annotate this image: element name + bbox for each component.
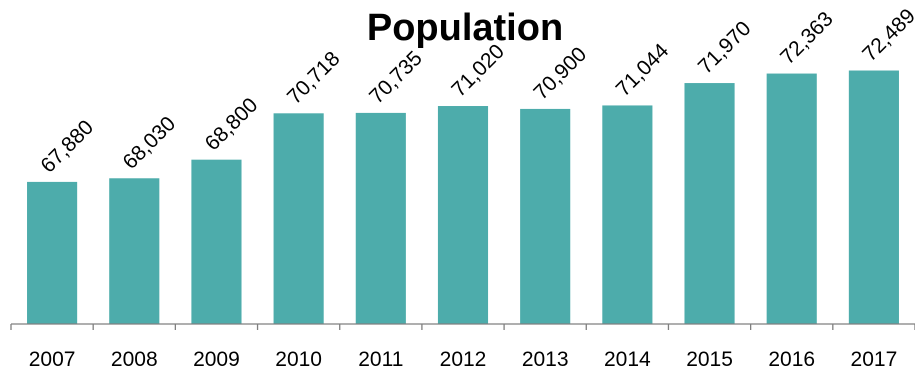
data-label-2011: 70,735 bbox=[365, 47, 427, 109]
data-label-2016: 72,363 bbox=[776, 7, 838, 69]
data-label-2007: 67,880 bbox=[36, 116, 98, 178]
x-tick-label-2015: 2015 bbox=[686, 348, 733, 371]
data-label-2013: 70,900 bbox=[529, 43, 591, 105]
bar-2010 bbox=[273, 113, 324, 324]
bars-group bbox=[27, 70, 899, 325]
x-tick-label-2017: 2017 bbox=[851, 348, 898, 371]
data-label-2009: 68,800 bbox=[201, 94, 263, 156]
chart-title: Population bbox=[367, 7, 563, 49]
bar-2013 bbox=[520, 108, 571, 324]
bar-2017 bbox=[848, 70, 899, 325]
x-tick-label-2007: 2007 bbox=[29, 348, 76, 371]
bar-2008 bbox=[109, 178, 160, 324]
bar-2014 bbox=[602, 105, 653, 324]
x-tick-label-2011: 2011 bbox=[358, 348, 403, 371]
x-tick-label-2012: 2012 bbox=[440, 348, 487, 371]
bar-2016 bbox=[766, 73, 817, 324]
data-label-2014: 71,044 bbox=[612, 39, 674, 101]
data-label-2010: 70,718 bbox=[283, 47, 345, 109]
bar-2015 bbox=[684, 83, 735, 324]
x-tick-label-2013: 2013 bbox=[522, 348, 569, 371]
bar-2012 bbox=[437, 106, 489, 325]
x-tick-label-2008: 2008 bbox=[111, 348, 158, 371]
x-axis-tick-labels: 2007 2008 2009 2010 2011 2012 2013 2014 2015 2016… bbox=[29, 348, 898, 371]
data-label-2008: 68,030 bbox=[119, 112, 181, 174]
bar-2007 bbox=[27, 181, 78, 324]
data-label-2015: 71,970 bbox=[694, 17, 756, 79]
x-axis-ticks bbox=[10, 324, 915, 330]
x-tick-label-2009: 2009 bbox=[193, 348, 240, 371]
x-tick-label-2014: 2014 bbox=[604, 348, 651, 371]
bar-2009 bbox=[191, 159, 242, 324]
x-tick-label-2016: 2016 bbox=[768, 348, 815, 371]
data-label-2017: 72,489 bbox=[858, 4, 915, 66]
x-tick-label-2010: 2010 bbox=[275, 348, 322, 371]
data-label-2012: 71,020 bbox=[447, 40, 509, 102]
bar-2011 bbox=[355, 112, 406, 325]
